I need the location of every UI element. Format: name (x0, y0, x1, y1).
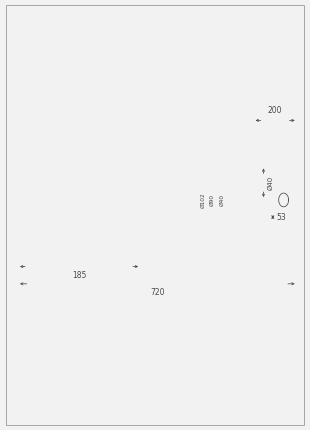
Text: 200: 200 (268, 106, 282, 115)
Bar (206, 148, 211, 154)
Text: Ø102: Ø102 (201, 192, 206, 208)
Text: Ø40: Ø40 (267, 175, 273, 190)
Bar (119, 166, 253, 234)
Bar (129, 154, 139, 166)
Bar (178, 176, 188, 224)
Bar (193, 148, 197, 154)
Bar (158, 150, 180, 166)
Text: Ø40: Ø40 (219, 194, 224, 206)
Bar (204, 154, 214, 166)
Bar (162, 144, 176, 150)
Bar (141, 182, 239, 218)
Bar (131, 148, 136, 154)
Bar (145, 148, 150, 154)
Text: 185: 185 (72, 271, 86, 280)
Text: 720: 720 (150, 288, 165, 297)
Bar (190, 154, 200, 166)
Text: 53: 53 (277, 213, 286, 221)
Text: Ø90: Ø90 (210, 194, 215, 206)
Bar (143, 154, 153, 166)
